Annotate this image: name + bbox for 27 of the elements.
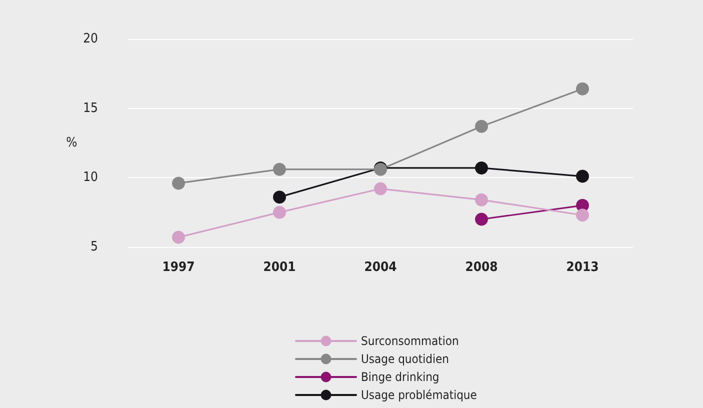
legend-label: Usage problématique — [361, 388, 478, 402]
point — [475, 212, 488, 226]
x-tick-label: 2004 — [364, 260, 397, 275]
point — [576, 82, 589, 96]
point — [273, 190, 286, 204]
x-tick-label: 1997 — [162, 260, 195, 275]
point — [475, 161, 488, 174]
point — [475, 193, 488, 206]
legend-label: Usage quotidien — [361, 352, 449, 366]
legend-label: Binge drinking — [361, 370, 440, 384]
y-axis-title: % — [66, 136, 78, 150]
point — [273, 206, 286, 219]
x-tick-label: 2001 — [263, 260, 296, 275]
point — [172, 176, 185, 190]
point — [374, 182, 387, 196]
y-tick-label: 10 — [83, 170, 98, 186]
point — [273, 162, 286, 176]
point — [576, 170, 589, 183]
x-tick-label: 2013 — [566, 260, 599, 275]
point — [576, 208, 589, 222]
y-tick-label: 15 — [83, 100, 98, 116]
y-tick-label: 5 — [90, 240, 98, 254]
y-tick-label: 20 — [83, 32, 98, 46]
legend-label: Surconsommation — [361, 334, 459, 348]
x-tick-label: 2008 — [465, 260, 498, 275]
point — [172, 230, 185, 244]
point — [475, 120, 488, 133]
